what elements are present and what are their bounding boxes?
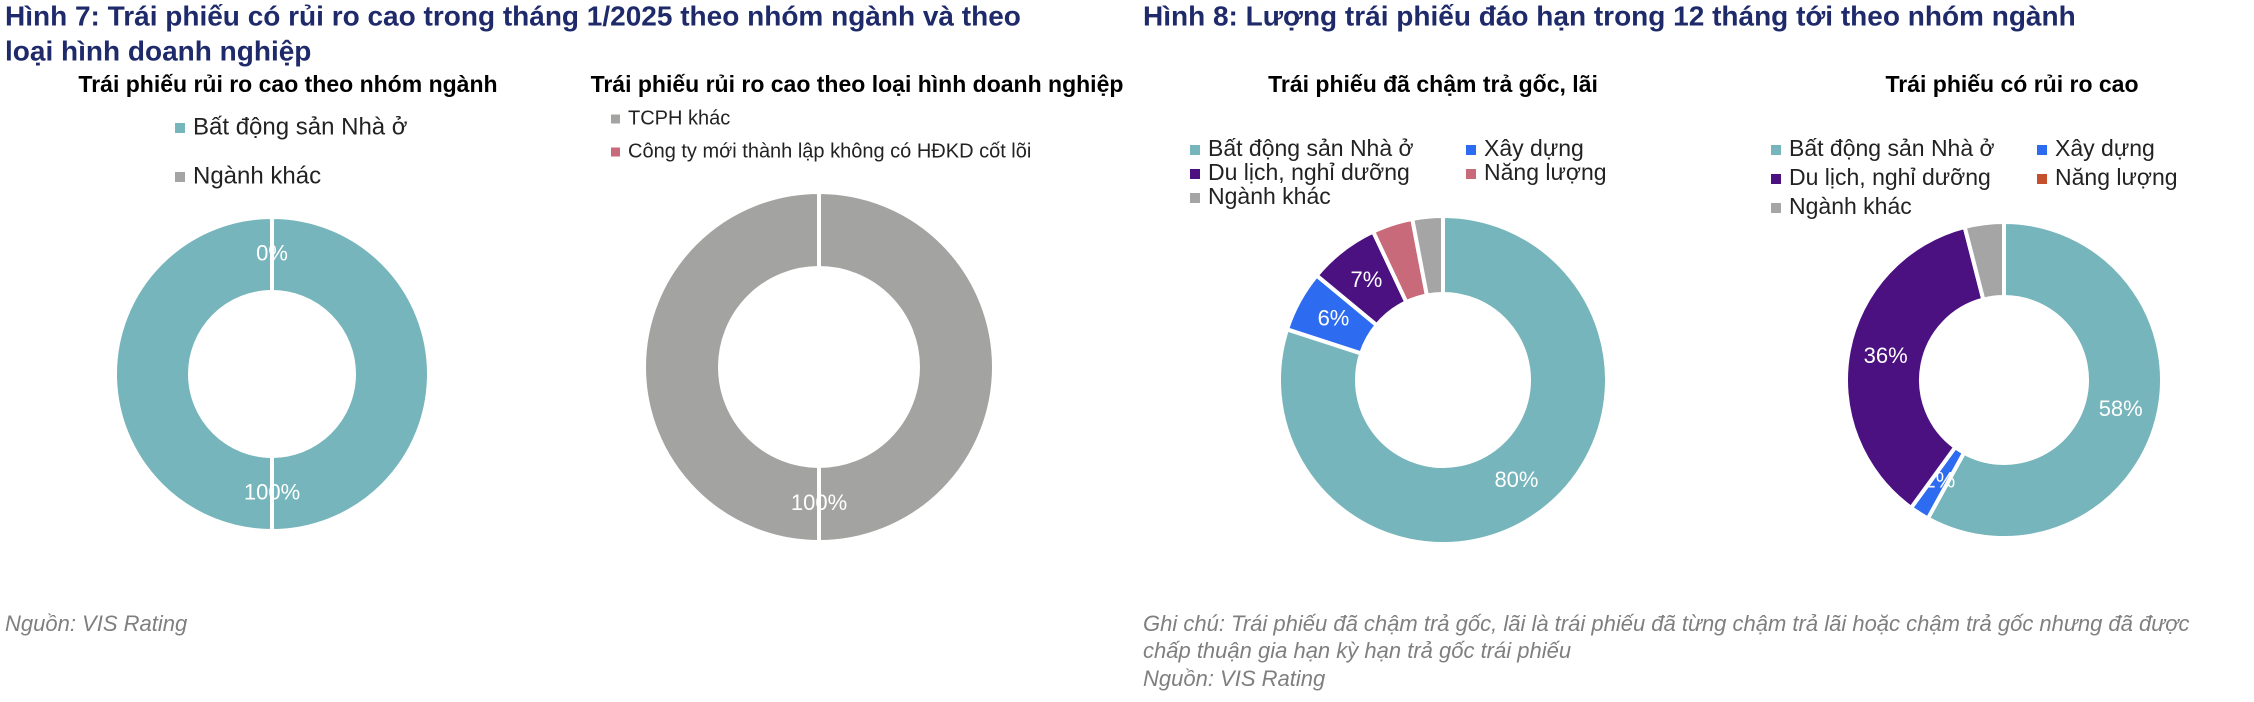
source: Nguồn: VIS Rating [5, 611, 188, 636]
legend-label: Du lịch, nghỉ dưỡng [1208, 159, 1410, 185]
note: chấp thuận gia hạn kỳ hạn trả gốc trái p… [1143, 638, 1571, 663]
legend-marker [1771, 174, 1781, 184]
legend-marker [175, 123, 185, 133]
source: Nguồn: VIS Rating [1143, 666, 1326, 691]
data-label: 7% [1350, 267, 1382, 292]
figure-title: Hình 7: Trái phiếu có rủi ro cao trong t… [5, 0, 1021, 31]
legend-marker [1190, 169, 1200, 179]
donut-slice [642, 189, 996, 545]
legend-marker [1771, 145, 1781, 155]
chart-subtitle: Trái phiếu có rủi ro cao [1885, 71, 2138, 97]
donut-slice [113, 214, 431, 534]
data-label: 80% [1494, 467, 1538, 492]
legend-label: Năng lượng [1484, 159, 1607, 185]
legend-marker [2037, 174, 2047, 184]
data-label: 0% [256, 240, 288, 265]
chart-subtitle: Trái phiếu đã chậm trả gốc, lãi [1268, 71, 1598, 97]
legend-label: Công ty mới thành lập không có HĐKD cốt … [628, 140, 1031, 162]
donut-slice [1925, 219, 2164, 540]
chart-subtitle: Trái phiếu rủi ro cao theo nhóm ngành [78, 71, 497, 97]
legend-label: Du lịch, nghỉ dưỡng [1789, 164, 1991, 190]
data-label: 58% [2099, 396, 2143, 421]
legend-label: Bất động sản Nhà ở [1789, 135, 1995, 161]
legend-marker [1190, 145, 1200, 155]
data-label: 100% [244, 479, 300, 504]
legend-marker [611, 147, 620, 157]
legend-marker [1466, 169, 1476, 179]
legend-marker [611, 114, 620, 124]
chart-subtitle: Trái phiếu rủi ro cao theo loại hình doa… [591, 71, 1124, 97]
legend-label: Ngành khác [193, 162, 321, 189]
donut-slice [1844, 224, 1986, 511]
legend-marker [1771, 203, 1781, 213]
figure-title: Hình 8: Lượng trái phiếu đáo hạn trong 1… [1143, 0, 2076, 31]
data-label: 36% [1864, 343, 1908, 368]
data-label: 100% [791, 490, 847, 515]
figure-title: loại hình doanh nghiệp [5, 35, 311, 66]
donut-slice [1409, 213, 1445, 298]
legend-label: Xây dựng [2055, 135, 2155, 161]
legend-label: Ngành khác [1789, 193, 1912, 219]
legend-marker [2037, 145, 2047, 155]
data-label: 6% [1318, 306, 1350, 331]
legend-marker [1190, 193, 1200, 203]
legend-label: TCPH khác [628, 107, 730, 129]
legend-marker [175, 172, 185, 182]
note: Ghi chú: Trái phiếu đã chậm trả gốc, lãi… [1143, 611, 2190, 636]
legend-label: Bất động sản Nhà ở [193, 113, 408, 140]
legend-marker [1466, 145, 1476, 155]
legend-label: Bất động sản Nhà ở [1208, 135, 1414, 161]
donut-slice [1962, 219, 2006, 303]
donut-slice [1277, 213, 1609, 546]
legend-label: Xây dựng [1484, 135, 1584, 161]
legend-label: Ngành khác [1208, 183, 1331, 209]
legend-label: Năng lượng [2055, 164, 2178, 190]
